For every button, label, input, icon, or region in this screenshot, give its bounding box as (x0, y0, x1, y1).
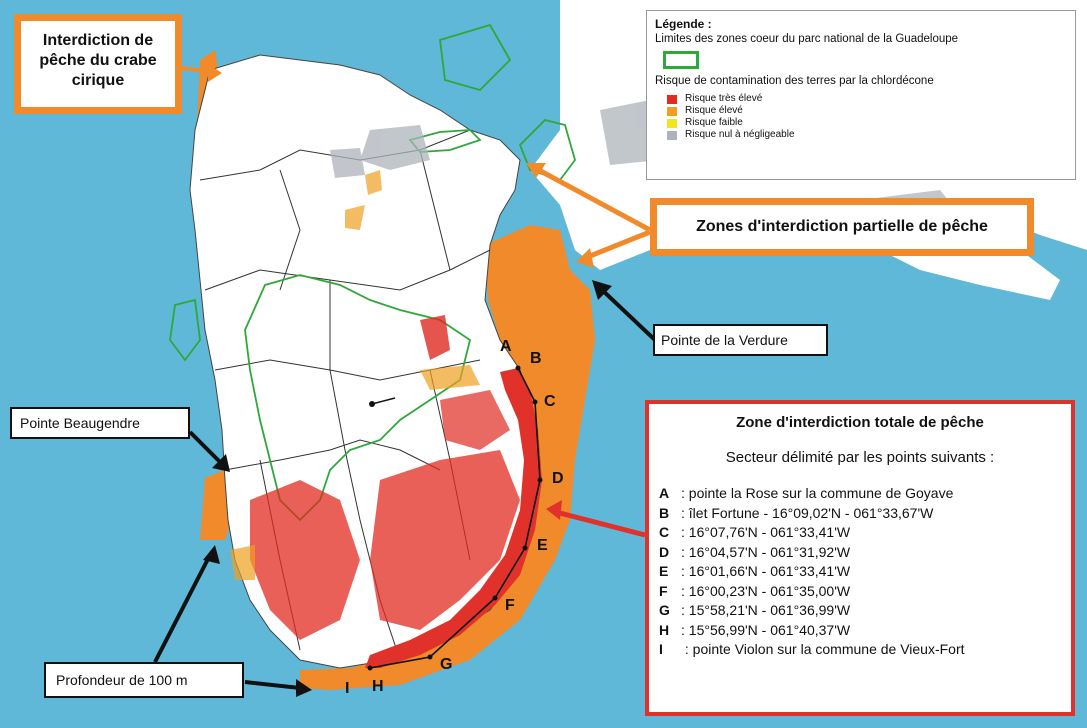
map-label-f: F (505, 597, 515, 614)
point-letter: G (659, 602, 670, 618)
legend-parc-label: Limites des zones coeur du parc national… (655, 33, 959, 45)
risk-very-high (250, 315, 520, 640)
callout-arrows (153, 64, 657, 697)
legend-item-faible: Risque faible (655, 117, 1067, 129)
point-row: I : pointe Violon sur la commune de Vieu… (659, 640, 1061, 660)
total-subtitle: Secteur délimité par les points suivants… (725, 449, 995, 466)
point-row: B : îlet Fortune - 16°09,02'N - 061°33,67… (659, 504, 1061, 524)
legend-risque-title: Risque de contamination des terres par l… (655, 75, 934, 87)
point-row: F : 16°00,23'N - 061°35,00'W (659, 582, 1061, 602)
map-label-c: C (544, 393, 556, 410)
legend-item-eleve: Risque élevé (655, 105, 1067, 117)
point-letter: A (659, 485, 670, 501)
partial-zone-east (300, 225, 595, 690)
callout-verdure: Pointe de la Verdure (653, 324, 828, 356)
point-letter: F (659, 582, 668, 599)
callout-partielle: Zones d'interdiction partielle de pêche (650, 198, 1034, 256)
legend-title: Légende : (655, 17, 712, 31)
map-label-h: H (372, 678, 384, 695)
point-row: E : 16°01,66'N - 061°33,41'W (659, 562, 1061, 582)
point-row: H : 15°56,99'N - 061°40,37'W (659, 621, 1061, 641)
legend-item-label: Risque faible (685, 117, 743, 128)
map-label-g: G (440, 656, 453, 673)
total-zone-box: Zone d'interdiction totale de pêche Sect… (645, 400, 1075, 716)
map-label-b: B (530, 350, 542, 367)
swatch-grey (667, 130, 677, 140)
callout-beaugendre: Pointe Beaugendre (10, 407, 190, 439)
point-text: : 16°00,23'N - 061°35,00'W (681, 582, 851, 599)
swatch-orange (667, 106, 677, 116)
boundary-points (367, 365, 543, 671)
point-letter: H (659, 621, 670, 638)
swatch-red (667, 94, 677, 104)
total-title: Zone d'interdiction totale de pêche (736, 414, 984, 431)
point-row: C : 16°07,76'N - 061°33,41'W (659, 523, 1061, 543)
point-text: : pointe la Rose sur la commune de Goyav… (681, 485, 954, 501)
point-text: : 15°58,21'N - 061°36,99'W (681, 602, 851, 618)
point-text: : 15°56,99'N - 061°40,37'W (681, 621, 851, 638)
legend-parc-swatch (663, 51, 699, 69)
point-text: : 16°01,66'N - 061°33,41'W (681, 563, 851, 579)
point-letter: D (659, 543, 670, 560)
point-letter: E (659, 563, 669, 579)
point-text: : pointe Violon sur la commune de Vieux-… (681, 641, 965, 657)
legend-item-tres-eleve: Risque très élevé (655, 93, 1067, 105)
volcano-marker (369, 397, 396, 407)
map-label-e: E (537, 537, 548, 554)
point-row: A : pointe la Rose sur la commune de Goya… (659, 484, 1061, 504)
point-text: : îlet Fortune - 16°09,02'N - 061°33,67'… (681, 504, 934, 521)
swatch-yellow (667, 118, 677, 128)
point-text: : 16°07,76'N - 061°33,41'W (681, 524, 851, 540)
point-letter: I (659, 641, 663, 657)
map-label-d: D (552, 470, 564, 487)
legend-item-nul: Risque nul à négligeable (655, 129, 1067, 141)
legend-item-label: Risque élevé (685, 105, 743, 116)
point-letter: C (659, 524, 670, 540)
point-row: G : 15°58,21'N - 061°36,99'W (659, 601, 1061, 621)
point-letter: B (659, 504, 670, 521)
risk-high (230, 170, 480, 580)
point-text: : 16°04,57'N - 061°31,92'W (681, 543, 851, 560)
legend-item-label: Risque très élevé (685, 93, 763, 104)
legend: Légende : Limites des zones coeur du par… (646, 10, 1076, 180)
legend-item-label: Risque nul à négligeable (685, 129, 795, 140)
point-row: D : 16°04,57'N - 061°31,92'W (659, 543, 1061, 563)
map-label-a: A (500, 338, 512, 355)
map-label-i: I (345, 680, 350, 697)
callout-profondeur: Profondeur de 100 m (44, 662, 244, 698)
callout-crabe: Interdiction de pêche du crabe cirique (14, 14, 182, 114)
